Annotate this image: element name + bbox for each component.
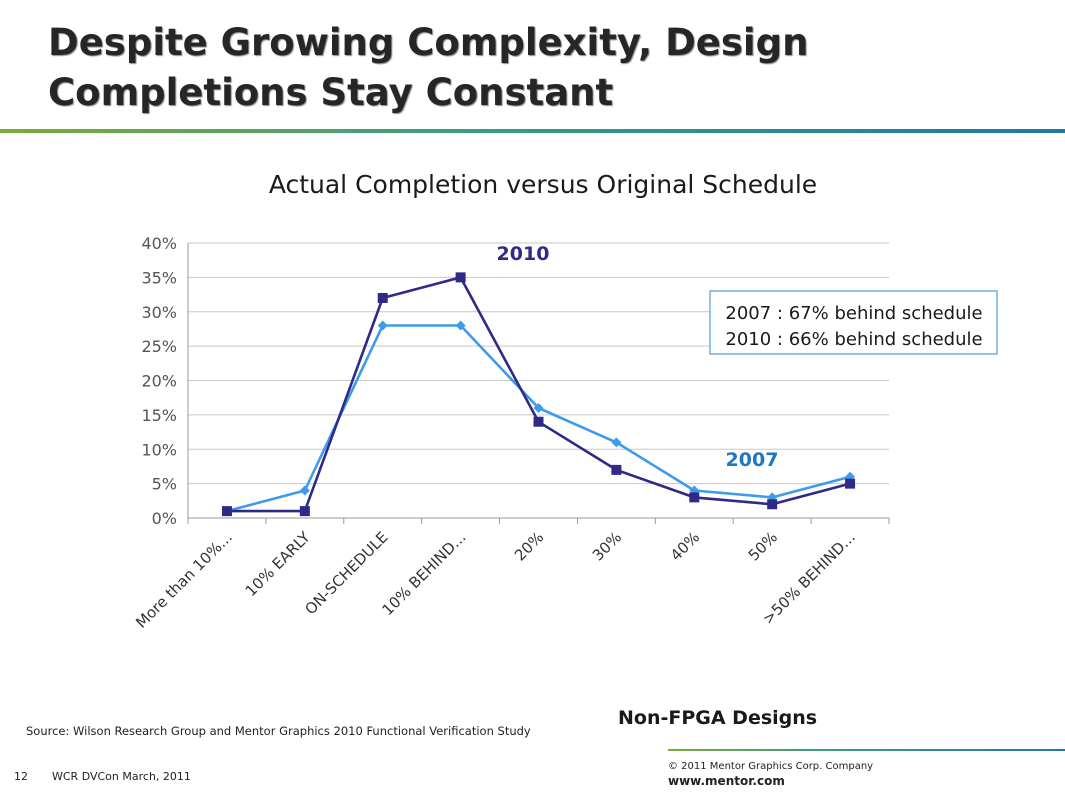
title-divider xyxy=(0,129,1065,133)
x-tick-label: 20% xyxy=(511,528,547,564)
x-axis xyxy=(187,243,890,524)
x-tick-label: More than 10%... xyxy=(132,528,236,632)
data-point xyxy=(299,485,310,496)
y-tick-label: 0% xyxy=(152,509,177,528)
slide-title: Despite Growing Complexity, Design Compl… xyxy=(48,18,1008,118)
y-tick-label: 5% xyxy=(152,475,177,494)
slide-title-line-1: Despite Growing Complexity, Design xyxy=(48,21,809,64)
data-point xyxy=(611,437,622,448)
y-gridlines xyxy=(188,242,889,485)
y-axis-labels: 0% 5% 10% 15% 20% 25% 30% 35% 40% xyxy=(141,234,177,528)
source-note: Source: Wilson Research Group and Mentor… xyxy=(26,724,531,738)
annotation-2007: 2007 : 67% behind schedule xyxy=(725,303,982,324)
data-point xyxy=(689,492,700,503)
x-tick-label: 10% EARLY xyxy=(242,528,315,601)
y-tick-label: 10% xyxy=(141,440,177,459)
series-label-2007: 2007 xyxy=(726,449,779,471)
x-tick-label: 50% xyxy=(745,528,781,564)
annotation-2010: 2010 : 66% behind schedule xyxy=(725,329,982,350)
footer-divider xyxy=(668,749,1065,751)
conference-label: WCR DVCon March, 2011 xyxy=(52,770,191,783)
y-tick-label: 20% xyxy=(141,372,177,391)
copyright-text: © 2011 Mentor Graphics Corp. Company xyxy=(668,761,874,772)
x-tick-label: 40% xyxy=(667,528,703,564)
series-label-2010: 2010 xyxy=(497,243,550,265)
website-link[interactable]: www.mentor.com xyxy=(668,774,785,788)
y-tick-label: 35% xyxy=(141,268,177,287)
data-point xyxy=(533,416,544,427)
x-tick-label: 30% xyxy=(589,528,625,564)
x-axis-labels: More than 10%... 10% EARLYON-SCHEDULE10% … xyxy=(132,528,859,632)
x-tick-label: 10% BEHIND... xyxy=(378,528,469,619)
line-chart: Actual Completion versus Original Schedu… xyxy=(132,170,998,632)
y-tick-label: 40% xyxy=(141,234,177,253)
series-markers xyxy=(221,272,856,517)
data-point xyxy=(611,464,622,475)
design-type-label: Non-FPGA Designs xyxy=(618,707,818,729)
y-tick-label: 30% xyxy=(141,303,177,322)
slide-title-line-2: Completions Stay Constant xyxy=(48,71,614,114)
data-point xyxy=(533,403,544,413)
data-point xyxy=(377,293,388,303)
data-point xyxy=(455,272,466,283)
y-tick-label: 25% xyxy=(141,337,177,356)
data-point xyxy=(767,499,778,510)
chart-title: Actual Completion versus Original Schedu… xyxy=(269,170,817,199)
data-point xyxy=(377,320,388,331)
annotation-box: 2007 : 67% behind schedule 2010 : 66% be… xyxy=(709,290,998,355)
data-point xyxy=(221,506,232,517)
y-tick-label: 15% xyxy=(141,406,177,425)
data-point xyxy=(845,478,856,489)
x-tick-label: ON-SCHEDULE xyxy=(301,528,391,618)
page-number: 12 xyxy=(14,770,28,783)
data-point xyxy=(299,506,310,517)
data-point xyxy=(455,320,466,331)
